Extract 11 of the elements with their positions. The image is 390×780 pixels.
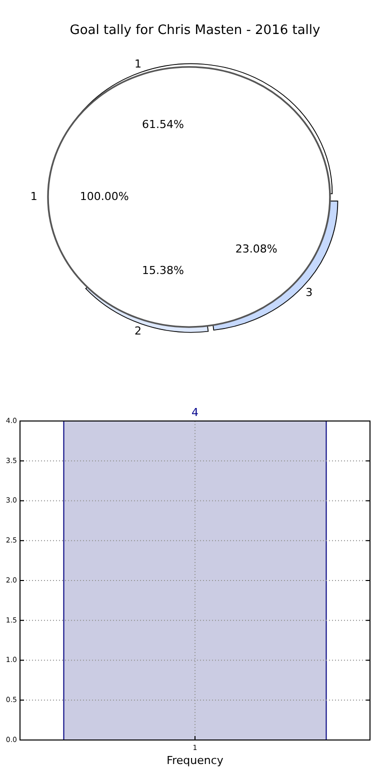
- data-label: 100.00%: [80, 190, 129, 204]
- slice-label: 1: [30, 190, 38, 204]
- slice-label: 3: [306, 286, 313, 299]
- slice-label: 2: [134, 324, 142, 338]
- slice-label: 1: [134, 57, 142, 70]
- x-axis-title: Frequency: [166, 754, 224, 767]
- data-label: 4: [192, 406, 198, 419]
- chart-title: Goal tally for Chris Masten - 2016 tally: [70, 23, 321, 38]
- data-label: 23.08%: [235, 242, 278, 256]
- data-label: 15.38%: [142, 264, 184, 277]
- data-label: 61.54%: [142, 118, 184, 132]
